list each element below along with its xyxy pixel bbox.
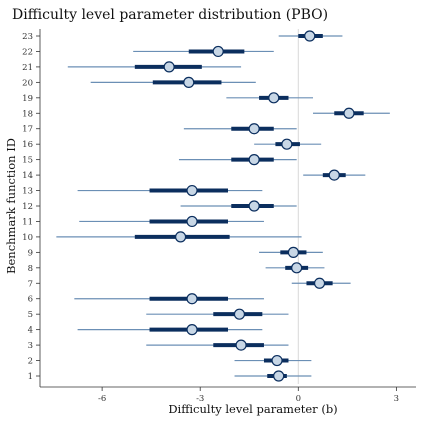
median-point [273, 370, 285, 382]
x-tick-label: -3 [196, 394, 204, 404]
x-tick-label: -6 [98, 394, 106, 404]
y-tick-label: 5 [28, 310, 33, 320]
median-point [291, 262, 303, 274]
median-point [271, 354, 283, 367]
median-point [186, 293, 198, 305]
median-point [328, 169, 340, 181]
median-point [268, 92, 280, 104]
y-tick-label: 20 [22, 78, 33, 88]
y-tick-label: 12 [22, 202, 33, 212]
median-point [248, 123, 260, 135]
y-tick-label: 7 [28, 279, 33, 289]
median-point [304, 30, 316, 42]
y-tick-label: 19 [22, 94, 33, 104]
y-axis-label: Benchmark function ID [4, 138, 18, 274]
y-tick-label: 22 [22, 47, 33, 57]
x-tick-label: 3 [394, 394, 399, 404]
y-tick-label: 9 [28, 248, 33, 258]
x-tick-label: 0 [296, 394, 301, 404]
median-point [186, 184, 198, 197]
y-tick-label: 11 [22, 217, 33, 227]
median-point [287, 246, 299, 258]
y-tick-label: 3 [28, 341, 33, 351]
y-tick-label: 14 [22, 171, 33, 181]
y-tick-label: 13 [22, 187, 33, 197]
median-point [186, 215, 198, 228]
median-point [343, 107, 355, 119]
y-tick-label: 6 [28, 295, 33, 305]
median-point [248, 200, 260, 212]
x-axis-label: Difficulty level parameter (b) [168, 402, 337, 416]
median-point [163, 61, 175, 73]
median-point [233, 308, 246, 320]
median-point [174, 231, 187, 243]
median-point [281, 138, 293, 150]
y-tick-label: 8 [28, 264, 33, 274]
y-tick-label: 21 [22, 63, 33, 73]
median-point [235, 339, 247, 351]
plot-area: -6 -3 0 31234567891011121314151617181920212… [22, 29, 416, 404]
y-tick-label: 18 [22, 109, 33, 119]
chart-title: Difficulty level parameter distribution … [12, 7, 328, 23]
y-tick-label: 10 [22, 233, 33, 243]
y-tick-label: 1 [28, 372, 33, 382]
median-point [186, 324, 198, 336]
median-point [313, 277, 326, 289]
median-point [248, 154, 260, 166]
median-point [183, 76, 195, 88]
y-tick-label: 23 [22, 32, 33, 42]
median-point [212, 45, 224, 58]
y-tick-label: 4 [28, 326, 33, 336]
y-tick-label: 16 [22, 140, 33, 150]
y-tick-label: 15 [22, 156, 33, 166]
y-tick-label: 17 [22, 125, 33, 135]
y-tick-label: 2 [28, 357, 33, 367]
